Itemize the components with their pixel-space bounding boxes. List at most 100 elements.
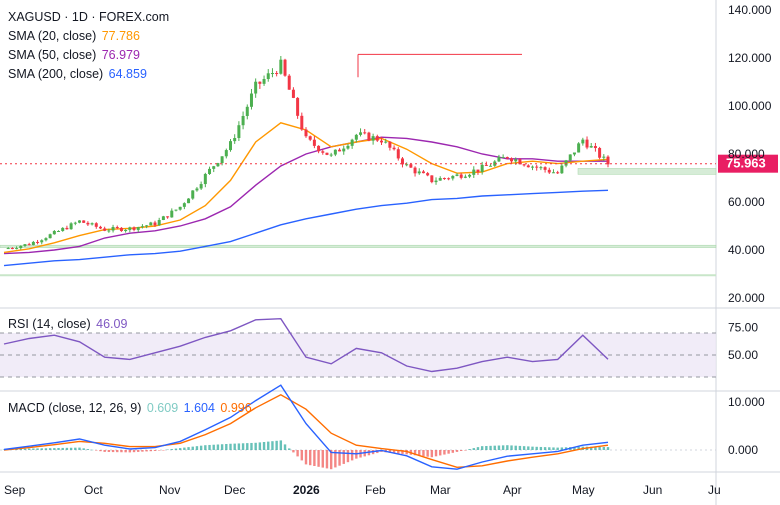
candle-body bbox=[308, 136, 312, 140]
price-tick-label: 140.000 bbox=[728, 3, 772, 17]
macd-histogram-bar bbox=[329, 450, 333, 470]
macd-histogram-bar bbox=[388, 450, 392, 453]
candle-body bbox=[187, 198, 191, 204]
last-price-value: 75.963 bbox=[726, 156, 766, 171]
macd-histogram-bar bbox=[321, 450, 324, 468]
macd-histogram-bar bbox=[128, 450, 132, 453]
candle-body bbox=[191, 190, 195, 199]
candle-body bbox=[73, 222, 77, 224]
candle-body bbox=[363, 132, 367, 134]
candle-body bbox=[417, 171, 421, 174]
candle-body bbox=[338, 149, 342, 152]
macd-tick-label: 10.000 bbox=[728, 395, 765, 409]
macd-histogram-bar bbox=[552, 447, 555, 450]
macd-histogram-bar bbox=[300, 450, 304, 461]
macd-histogram-bar bbox=[166, 449, 169, 451]
time-axis-label: 2026 bbox=[293, 483, 320, 497]
candle-body bbox=[400, 158, 404, 165]
macd-histogram-bar bbox=[137, 450, 140, 452]
symbol-title[interactable]: XAGUSD · 1D · FOREX.com bbox=[8, 10, 170, 24]
macd-histogram-bar bbox=[61, 447, 64, 450]
macd-pane bbox=[0, 384, 716, 470]
macd-histogram-bar bbox=[99, 450, 102, 452]
macd-histogram-bar bbox=[594, 446, 597, 450]
candle-body bbox=[262, 79, 266, 84]
macd-histogram-bar bbox=[174, 448, 178, 450]
candle-body bbox=[321, 151, 325, 153]
sma200-label: SMA (200, close) bbox=[8, 67, 104, 81]
candle-body bbox=[136, 227, 140, 230]
candle-body bbox=[300, 115, 304, 130]
macd-histogram-bar bbox=[162, 450, 165, 451]
macd-histogram-bar bbox=[468, 449, 471, 450]
time-axis-label: Dec bbox=[224, 483, 245, 497]
candle-body bbox=[472, 169, 476, 175]
macd-histogram-bar bbox=[346, 450, 350, 463]
candle-body bbox=[6, 248, 10, 250]
macd-histogram-bar bbox=[279, 440, 283, 450]
macd-histogram-bar bbox=[392, 450, 396, 454]
candle-body bbox=[153, 222, 157, 226]
macd-histogram-bar bbox=[418, 450, 421, 456]
candle-body bbox=[325, 152, 329, 155]
legend-sma50[interactable]: SMA (50, close) 76.979 bbox=[8, 48, 142, 62]
macd-histogram-bar bbox=[531, 446, 534, 450]
macd-hist-value: 0.609 bbox=[146, 401, 179, 415]
candle-body bbox=[493, 161, 497, 166]
legend-rsi[interactable]: RSI (14, close) 46.09 bbox=[8, 317, 129, 331]
macd-histogram-bar bbox=[602, 447, 606, 450]
candle-body bbox=[505, 157, 509, 159]
candle-body bbox=[212, 166, 216, 169]
sma20-label: SMA (20, close) bbox=[8, 29, 97, 43]
candle-body bbox=[124, 229, 128, 232]
sma20-value: 77.786 bbox=[101, 29, 140, 43]
candle-body bbox=[203, 173, 207, 185]
macd-histogram-bar bbox=[556, 447, 559, 450]
candle-body bbox=[52, 231, 56, 235]
price-tick-label: 40.000 bbox=[728, 243, 765, 257]
candle-body bbox=[388, 141, 392, 148]
macd-histogram-bar bbox=[141, 450, 144, 452]
macd-histogram-bar bbox=[501, 445, 505, 450]
candle-body bbox=[178, 206, 182, 210]
candle-body bbox=[405, 164, 409, 166]
legend-macd[interactable]: MACD (close, 12, 26, 9) 0.609 1.604 0.99… bbox=[8, 401, 254, 415]
candle-body bbox=[380, 140, 383, 143]
macd-histogram-bar bbox=[472, 448, 475, 450]
time-axis-label: Oct bbox=[84, 483, 103, 497]
candle-body bbox=[359, 132, 363, 135]
macd-histogram-bar bbox=[212, 444, 215, 450]
macd-histogram-bar bbox=[120, 450, 123, 453]
macd-histogram-bar bbox=[229, 443, 232, 450]
candle-body bbox=[333, 149, 337, 155]
candle-body bbox=[245, 106, 249, 116]
macd-histogram-bar bbox=[514, 445, 517, 450]
macd-histogram-bar bbox=[116, 450, 119, 453]
legend-sma200[interactable]: SMA (200, close) 64.859 bbox=[8, 67, 149, 81]
candle-body bbox=[350, 139, 354, 146]
macd-histogram-bar bbox=[506, 445, 509, 450]
macd-histogram-bar bbox=[246, 443, 249, 450]
candle-body bbox=[375, 136, 379, 141]
candle-body bbox=[522, 164, 526, 166]
macd-histogram-bar bbox=[606, 447, 610, 450]
time-axis-label: Jun bbox=[643, 483, 662, 497]
candle-body bbox=[392, 147, 396, 150]
candle-body bbox=[568, 154, 572, 161]
macd-histogram-bar bbox=[447, 450, 450, 454]
candle-body bbox=[371, 136, 375, 141]
macd-histogram-bar bbox=[82, 448, 85, 450]
macd-histogram-bar bbox=[476, 447, 480, 450]
candle-body bbox=[111, 227, 115, 231]
candle-body bbox=[90, 223, 94, 225]
macd-histogram-bar bbox=[86, 449, 90, 450]
sma20-line bbox=[3, 122, 609, 254]
macd-signal-line bbox=[3, 394, 609, 469]
candle-body bbox=[19, 245, 23, 249]
candle-body bbox=[166, 216, 170, 218]
legend-sma20[interactable]: SMA (20, close) 77.786 bbox=[8, 29, 142, 43]
candle-body bbox=[480, 164, 484, 172]
candle-body bbox=[547, 169, 551, 173]
macd-histogram-bar bbox=[103, 450, 106, 452]
